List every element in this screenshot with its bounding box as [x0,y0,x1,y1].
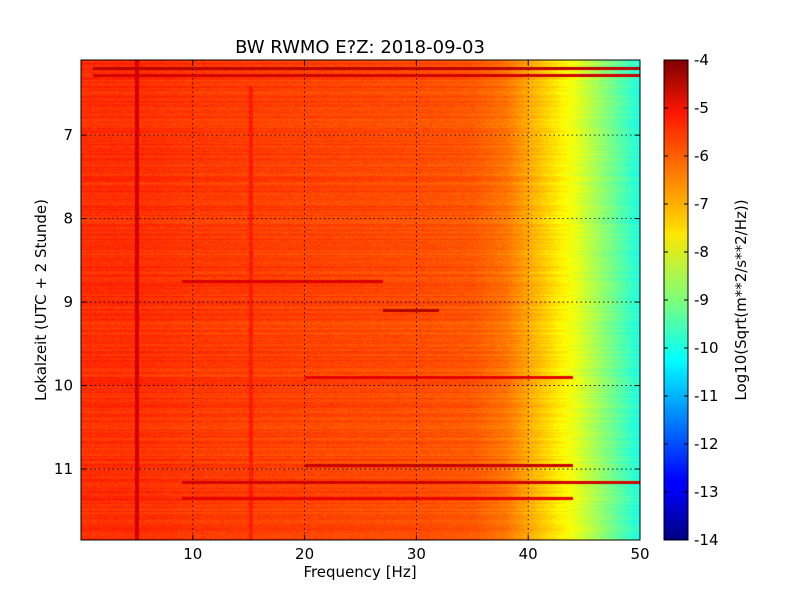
colorbar: -4 -5 -6 -7 -8 -9 -10 -11 -12 -13 -14 [663,51,719,549]
heatmap-image [81,60,640,540]
colorbar-tick-label: -10 [694,339,719,357]
colorbar-tick-label: -9 [694,291,709,309]
colorbar-tick-label: -8 [694,243,709,261]
x-tick-label: 30 [407,545,426,563]
colorbar-label: Log10(Sqrt(m**2/s**2/Hz)) [732,199,750,400]
plot-frame [80,59,641,541]
colorbar-tick-label: -4 [694,51,709,69]
colorbar-tick-label: -7 [694,195,709,213]
colorbar-ticks: -4 -5 -6 -7 -8 -9 -10 -11 -12 -13 -14 [664,51,719,549]
x-axis-label: Frequency [Hz] [303,563,416,581]
colorbar-tick-label: -14 [694,531,719,549]
colorbar-tick-label: -13 [694,483,719,501]
x-axis-ticks: 10 20 30 40 50 [183,60,650,563]
x-tick-label: 50 [630,545,649,563]
grid-lines [81,60,640,540]
x-tick-label: 20 [295,545,314,563]
y-axis-ticks: 7 8 9 10 11 [54,126,640,478]
y-tick-label: 10 [54,377,73,395]
y-tick-label: 7 [63,126,73,144]
x-tick-label: 40 [519,545,538,563]
y-tick-label: 11 [54,460,73,478]
plot-area: 10 20 30 40 50 7 8 9 10 11 [54,59,650,563]
colorbar-tick-label: -6 [694,147,709,165]
colorbar-tick-label: -5 [694,99,709,117]
colorbar-tick-label: -11 [694,387,719,405]
y-tick-label: 8 [63,210,73,228]
x-tick-label: 10 [183,545,202,563]
colorbar-tick-label: -12 [694,435,719,453]
y-axis-label: Lokalzeit (UTC + 2 Stunde) [32,199,50,401]
chart-title: BW RWMO E?Z: 2018-09-03 [235,37,485,58]
y-tick-label: 9 [63,293,73,311]
